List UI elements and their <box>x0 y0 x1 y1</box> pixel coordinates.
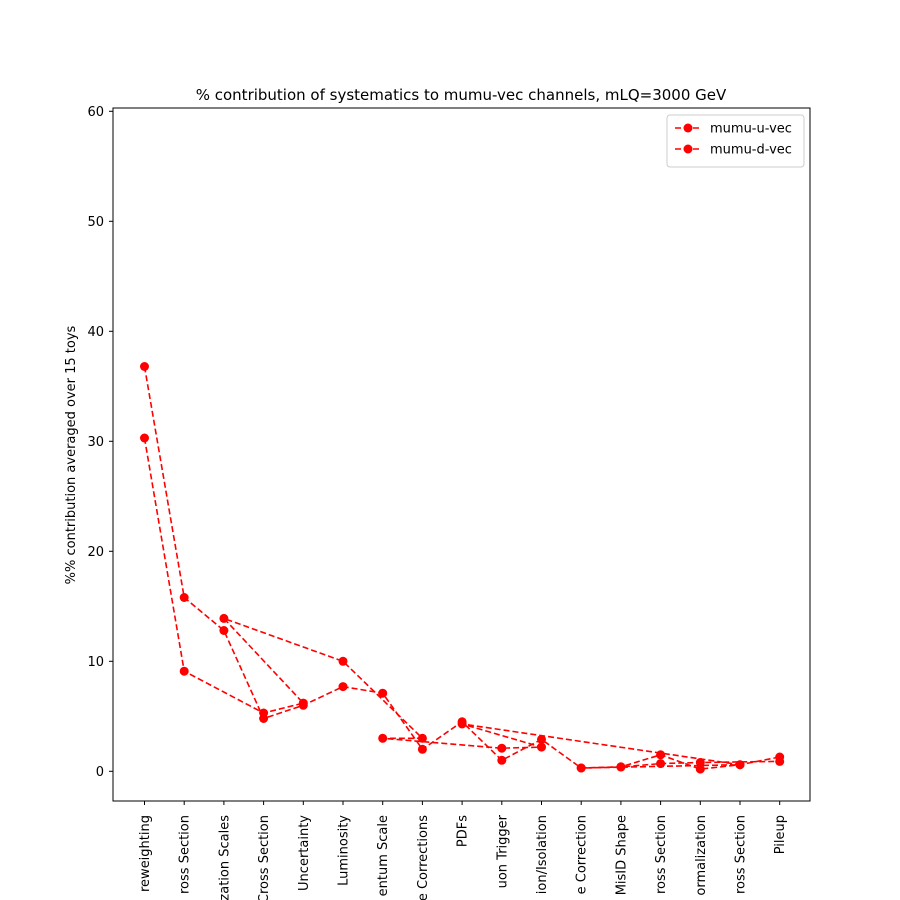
x-tick-label: zation Scales <box>217 815 232 900</box>
data-point <box>417 733 427 743</box>
data-point <box>457 719 467 729</box>
data-point <box>656 759 666 769</box>
data-point <box>735 760 745 770</box>
x-tick-label: ion/Isolation <box>535 815 550 894</box>
x-tick-label: e Correction <box>575 815 590 894</box>
x-tick-label: Luminosity <box>337 815 352 886</box>
data-point <box>775 756 785 766</box>
x-tick-label: ross Section <box>654 815 669 894</box>
data-point <box>179 666 189 676</box>
data-point <box>537 734 546 744</box>
data-point <box>616 762 626 772</box>
plot-area <box>112 107 811 802</box>
x-tick-label: ormalization <box>694 815 709 896</box>
x-tick-label: entum Scale <box>376 815 391 896</box>
x-axis: reweighting ross Section zation Scales Cros… <box>138 801 788 900</box>
data-point <box>537 742 546 752</box>
y-tick-label: 20 <box>87 545 104 560</box>
legend-marker <box>683 123 693 133</box>
legend-marker <box>683 144 693 154</box>
data-point <box>378 688 388 698</box>
legend-box <box>666 114 805 168</box>
x-tick-label: uon Trigger <box>495 814 510 888</box>
y-tick-label: 30 <box>87 435 104 450</box>
data-point <box>497 755 507 765</box>
x-tick-label: Pileup <box>773 815 788 854</box>
data-point <box>695 764 705 774</box>
y-tick-label: 10 <box>87 655 104 670</box>
x-tick-label: ross Section <box>734 815 749 894</box>
data-point <box>656 750 666 760</box>
x-tick-label: reweighting <box>138 815 153 892</box>
data-point <box>338 656 348 666</box>
data-point <box>497 743 507 753</box>
data-point <box>378 733 388 743</box>
data-point <box>259 708 269 718</box>
x-tick-label: MisID Shape <box>614 815 629 895</box>
data-point <box>140 362 149 371</box>
series-line-mumu-d-vec <box>143 437 780 769</box>
data-point <box>298 698 308 708</box>
y-tick-label: 60 <box>87 105 104 120</box>
chart-title: % contribution of systematics to mumu-ve… <box>196 86 727 104</box>
data-point <box>695 758 705 767</box>
x-tick-label: PDFs <box>456 815 471 847</box>
data-point <box>338 682 348 692</box>
x-tick-label: Cross Section <box>257 815 272 900</box>
x-tick-label: e Corrections <box>416 815 431 900</box>
series-layer <box>140 362 785 774</box>
x-tick-label: Uncertainty <box>297 815 312 891</box>
y-axis: 0 10 20 30 40 50 60 <box>87 105 113 780</box>
legend-label: mumu-d-vec <box>710 143 792 158</box>
legend: mumu-u-vec mumu-d-vec <box>666 114 805 168</box>
y-tick-label: 50 <box>87 215 104 230</box>
data-point <box>417 744 427 754</box>
data-point <box>576 763 586 773</box>
plot-frame <box>112 107 811 802</box>
data-point <box>219 613 229 623</box>
y-axis-label: %% contribution averaged over 15 toys <box>64 325 79 584</box>
data-point <box>219 626 229 635</box>
data-point <box>140 433 149 443</box>
legend-label: mumu-u-vec <box>710 122 792 137</box>
y-tick-label: 40 <box>87 325 104 340</box>
data-point <box>179 593 189 602</box>
x-tick-label: ross Section <box>178 815 193 894</box>
y-tick-label: 0 <box>96 765 104 780</box>
series-line-mumu-u-vec <box>143 366 780 770</box>
